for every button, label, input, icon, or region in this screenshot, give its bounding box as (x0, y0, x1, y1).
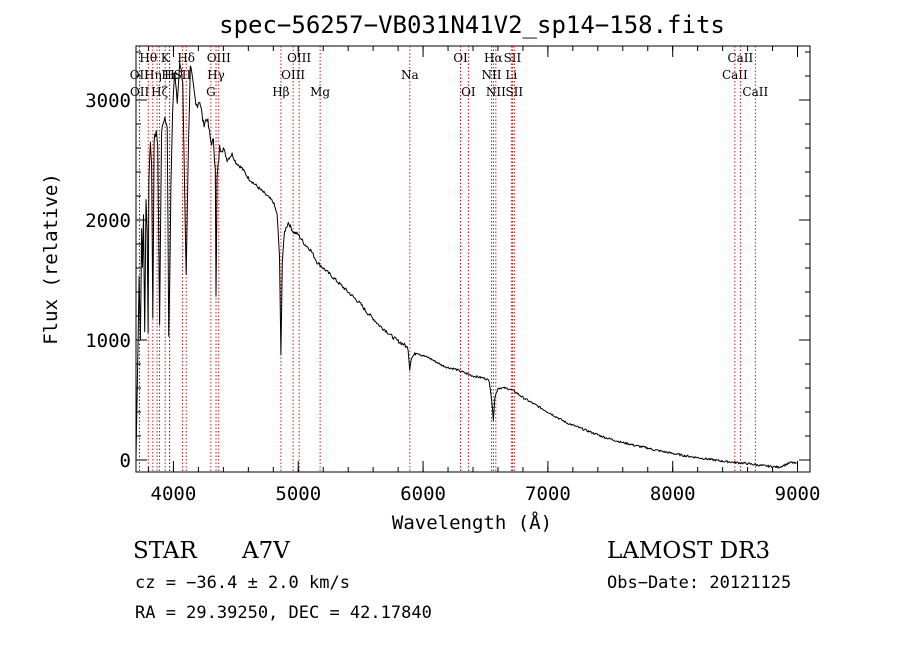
spectrum-line (135, 62, 797, 469)
line-marker-label: CaII (742, 85, 768, 99)
line-marker-label: Hη (144, 68, 162, 82)
line-marker-label: NII (481, 68, 501, 82)
line-marker-label: OIII (207, 51, 231, 65)
line-marker-label: G (206, 85, 216, 99)
line-marker-label: Hθ (139, 51, 157, 65)
line-marker-label: OI (461, 85, 476, 99)
x-tick-label: 4000 (151, 483, 197, 505)
y-axis-label: Flux (relative) (40, 173, 62, 345)
spectral-subclass: A7V (242, 538, 290, 564)
line-marker-label: Hγ (207, 68, 225, 82)
object-type: STAR (133, 538, 197, 564)
redshift-velocity: cz = −36.4 ± 2.0 km/s (135, 573, 350, 593)
x-axis-label: Wavelength (Å) (392, 511, 552, 534)
plot-area: 4000 5000 6000 7000 8000 90000100020003000OII… (85, 45, 821, 505)
line-marker-label: OIII (287, 51, 311, 65)
sky-coordinates: RA = 29.39250, DEC = 42.17840 (135, 603, 432, 623)
line-marker-label: SII (504, 51, 522, 65)
line-marker-label: Li (505, 68, 517, 82)
line-marker-label: CaII (727, 51, 753, 65)
line-marker-label: Hδ (177, 51, 195, 65)
line-marker-label: K (161, 51, 171, 65)
x-tick-label: 6000 (400, 483, 446, 505)
y-tick-label: 1000 (85, 330, 131, 352)
line-marker-label: Hα (484, 51, 503, 65)
line-marker-label: Hβ (272, 85, 289, 99)
x-tick-label: 9000 (775, 483, 821, 505)
line-marker-label: Hζ (151, 85, 168, 99)
line-marker-label: OII (130, 85, 150, 99)
line-marker-label: CaII (722, 68, 748, 82)
chart-title: spec−56257−VB031N41V2_sp14−158.fits (219, 11, 725, 39)
line-marker-label: SII (174, 68, 192, 82)
observation-date: Obs−Date: 20121125 (607, 573, 792, 593)
plot-frame (135, 45, 811, 473)
line-marker-label: Na (401, 68, 419, 82)
x-tick-label: 7000 (525, 483, 571, 505)
x-tick-label: 8000 (650, 483, 696, 505)
line-marker-label: OIII (281, 68, 305, 82)
y-tick-label: 0 (120, 450, 131, 472)
survey-name: LAMOST DR3 (607, 538, 771, 564)
y-tick-label: 2000 (85, 210, 131, 232)
line-marker-label: SII (505, 85, 523, 99)
line-marker-label: NII (486, 85, 506, 99)
line-marker-label: OI (453, 51, 468, 65)
y-tick-label: 3000 (85, 90, 131, 112)
x-tick-label: 5000 (275, 483, 321, 505)
line-marker-label: Mg (310, 85, 330, 99)
